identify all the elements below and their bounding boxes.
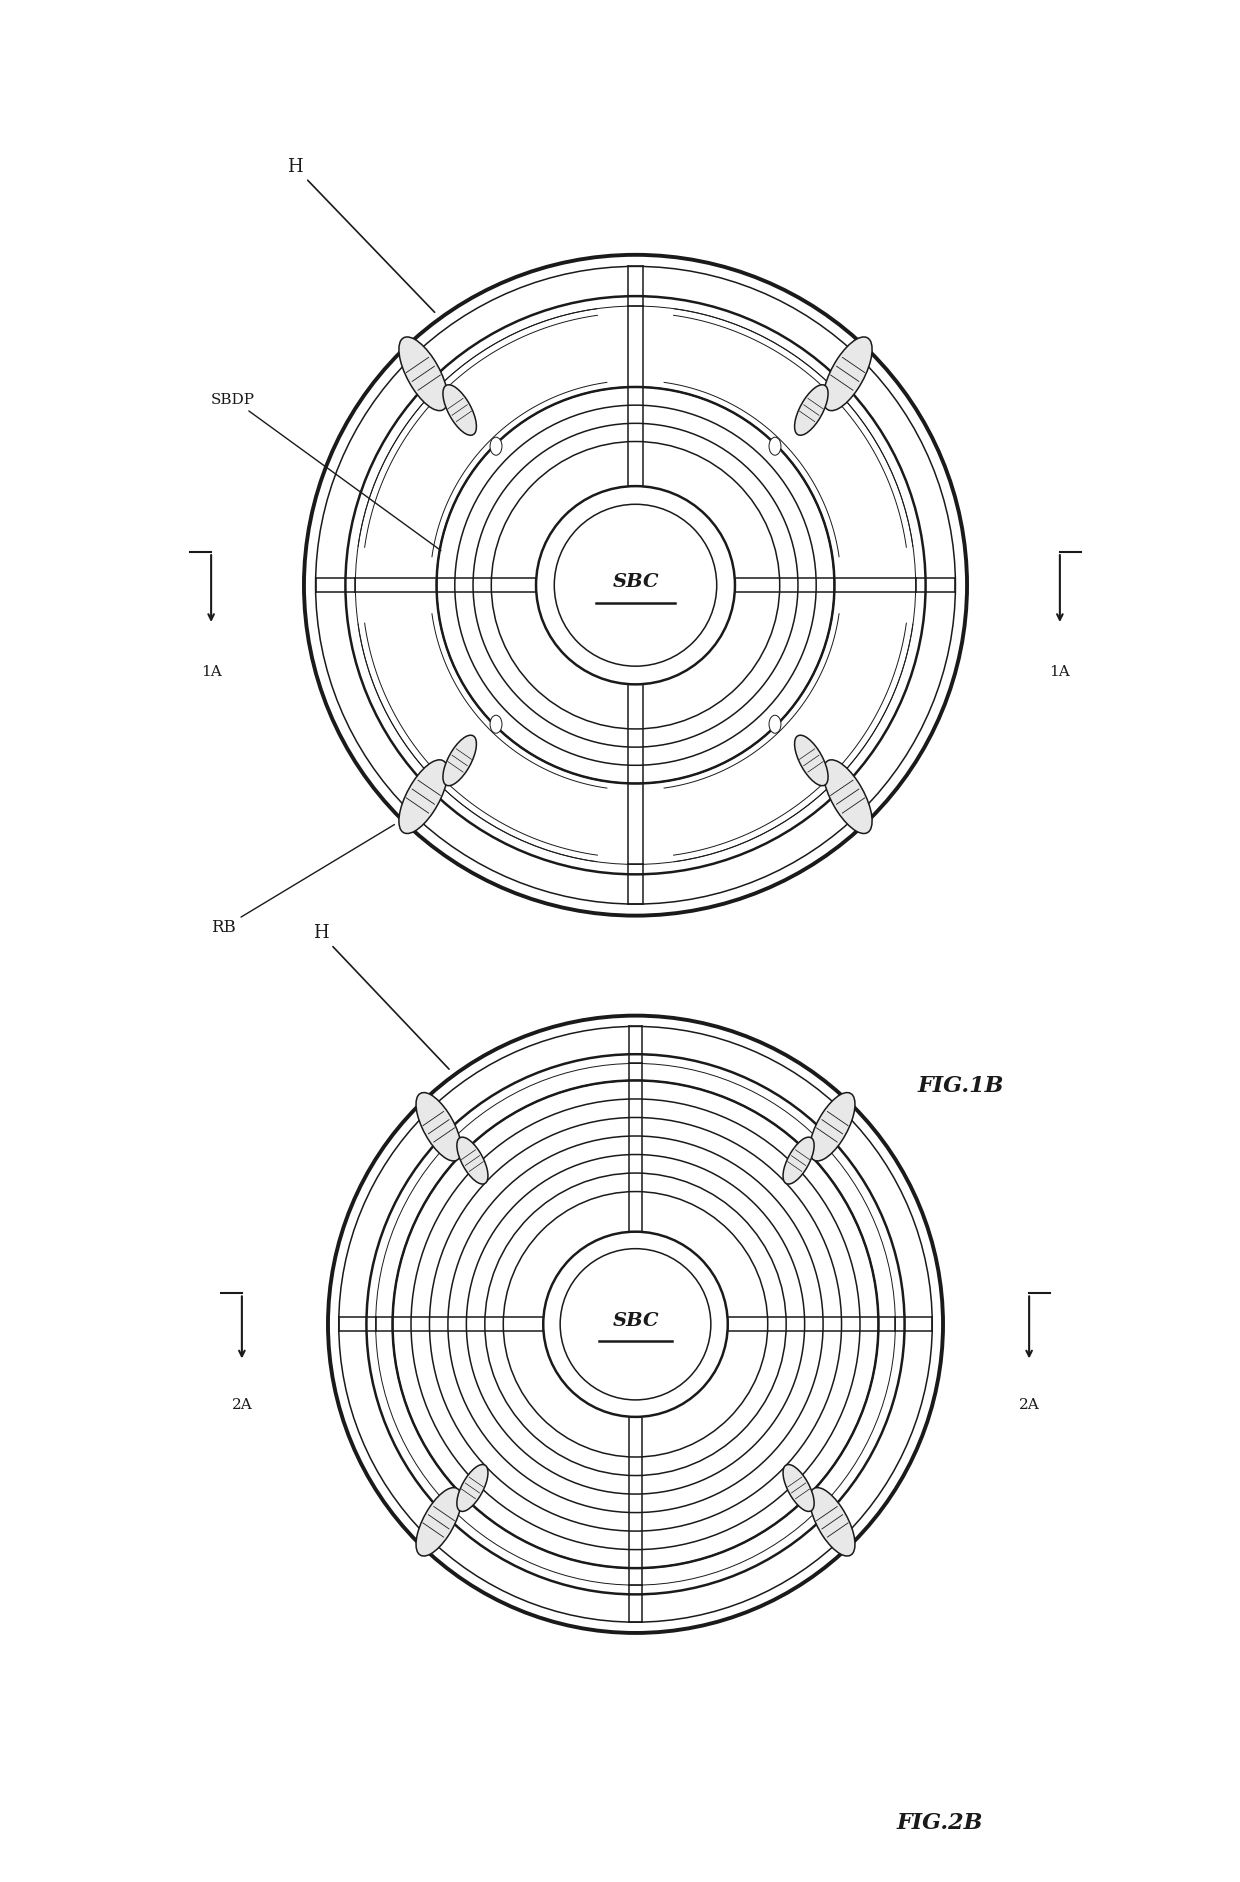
Text: FIG.1B: FIG.1B (918, 1075, 1003, 1097)
Ellipse shape (795, 736, 828, 785)
Text: SBC: SBC (613, 572, 658, 591)
Text: FIG.2B: FIG.2B (897, 1812, 983, 1833)
Ellipse shape (823, 760, 872, 834)
Text: RB: RB (211, 824, 394, 935)
Circle shape (769, 715, 781, 734)
Ellipse shape (536, 486, 735, 685)
Circle shape (490, 715, 502, 734)
Text: SBDP: SBDP (211, 393, 441, 551)
Ellipse shape (443, 736, 476, 785)
Text: 1A: 1A (201, 664, 222, 679)
Circle shape (490, 437, 502, 455)
Ellipse shape (795, 384, 828, 435)
Ellipse shape (456, 1464, 489, 1511)
Ellipse shape (810, 1487, 856, 1556)
Ellipse shape (415, 1093, 461, 1161)
Ellipse shape (399, 760, 448, 834)
Text: SBC: SBC (613, 1312, 658, 1331)
Circle shape (769, 437, 781, 455)
Text: 2A: 2A (232, 1398, 252, 1412)
Text: H: H (288, 158, 435, 312)
Text: 2A: 2A (1019, 1398, 1039, 1412)
Ellipse shape (782, 1464, 815, 1511)
Ellipse shape (415, 1487, 461, 1556)
Ellipse shape (456, 1137, 489, 1184)
Ellipse shape (543, 1231, 728, 1417)
Text: H: H (312, 924, 449, 1069)
Ellipse shape (782, 1137, 815, 1184)
Ellipse shape (810, 1093, 856, 1161)
Ellipse shape (823, 337, 872, 410)
Ellipse shape (443, 384, 476, 435)
Text: 1A: 1A (1049, 664, 1070, 679)
Ellipse shape (399, 337, 448, 410)
